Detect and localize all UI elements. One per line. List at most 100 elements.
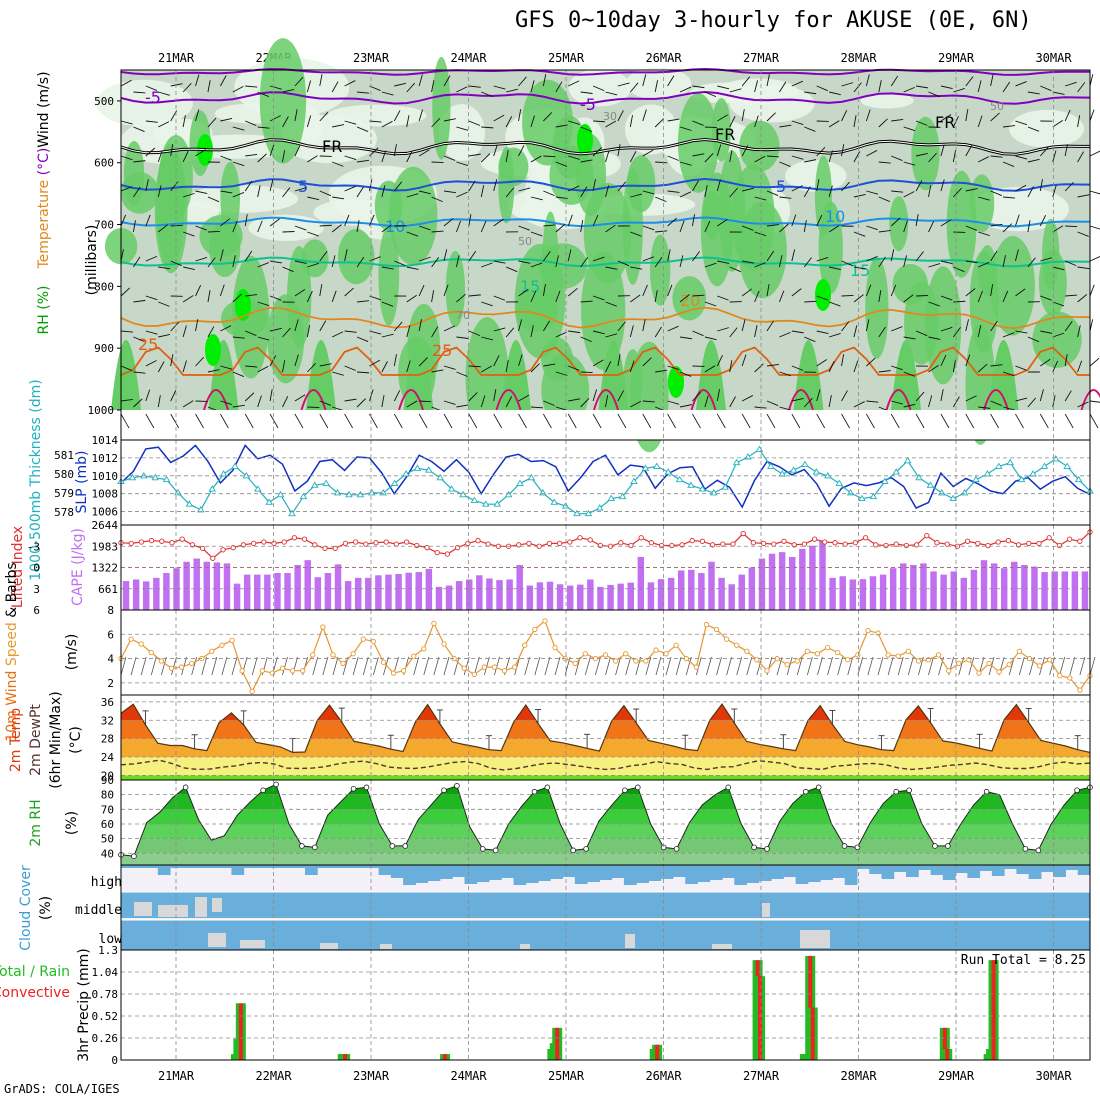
precip-legend-total: Total / Rain bbox=[0, 964, 70, 980]
wind-barb bbox=[592, 147, 602, 157]
wind-barb bbox=[530, 406, 543, 409]
wind-barb bbox=[877, 656, 884, 676]
li-marker bbox=[556, 540, 563, 547]
wind-barb bbox=[282, 327, 291, 338]
thickness-marker bbox=[596, 504, 604, 511]
cape-bar bbox=[698, 573, 705, 610]
wind-barb bbox=[195, 257, 208, 262]
precip-convective-bar bbox=[238, 1003, 243, 1060]
wind-speed-marker bbox=[300, 668, 306, 674]
wind-barb bbox=[443, 118, 456, 122]
cloud-high-bar bbox=[979, 865, 993, 871]
li-marker bbox=[873, 542, 879, 548]
cape-bar bbox=[778, 552, 786, 610]
rh-marker bbox=[479, 846, 486, 852]
wind-barb bbox=[605, 395, 609, 408]
wind-barb bbox=[841, 413, 850, 429]
wind-barb bbox=[1015, 249, 1019, 262]
wind-barb bbox=[667, 217, 677, 227]
wind-barb bbox=[543, 250, 551, 262]
wind-barb bbox=[294, 394, 306, 402]
wind-barb bbox=[257, 262, 269, 268]
wind-barb bbox=[704, 126, 717, 129]
wind-speed-marker bbox=[1067, 675, 1073, 681]
cloud-high-bar bbox=[574, 865, 588, 884]
wind-barb bbox=[207, 196, 220, 203]
wind-barb bbox=[654, 80, 659, 93]
cloud-high-bar bbox=[991, 865, 1005, 876]
wind-barb bbox=[245, 365, 258, 368]
thickness-marker bbox=[322, 479, 330, 486]
wind-barb bbox=[294, 109, 298, 122]
cloud-high-bar bbox=[317, 865, 331, 868]
rh-tick: 90 bbox=[101, 774, 114, 787]
thickness-marker bbox=[1052, 455, 1060, 462]
wind-barb bbox=[903, 86, 915, 93]
wind-barb bbox=[269, 144, 275, 157]
wind-barb bbox=[605, 266, 618, 270]
wind-barb bbox=[307, 231, 319, 237]
wind-barb bbox=[729, 266, 741, 273]
wind-barb bbox=[211, 656, 218, 676]
wind-barb bbox=[456, 126, 469, 131]
axis-label-part: 1000-500mb Thickness (dm) bbox=[28, 379, 44, 580]
cape-bar bbox=[132, 579, 140, 610]
wind-barb bbox=[605, 120, 617, 128]
wind-barb bbox=[505, 327, 515, 338]
wind-barb bbox=[294, 413, 304, 429]
cape-bar bbox=[617, 583, 624, 610]
rh-marker bbox=[402, 843, 409, 849]
wind-barb bbox=[543, 112, 553, 122]
wind-barb bbox=[878, 196, 891, 202]
wind-barb bbox=[642, 319, 646, 332]
wind-barb bbox=[878, 326, 886, 338]
wind-barb bbox=[829, 91, 841, 96]
thickness-marker bbox=[881, 477, 889, 485]
isotherm-30 bbox=[885, 389, 912, 411]
wind-barb bbox=[891, 118, 904, 122]
wind-barb bbox=[319, 224, 332, 227]
wind-barb bbox=[530, 363, 540, 373]
axis-label-part: 2m Temp bbox=[8, 708, 24, 772]
wind-barb bbox=[667, 249, 671, 262]
contour-label: 70 bbox=[456, 309, 470, 322]
li-marker bbox=[1077, 538, 1083, 544]
cloud-high-bar bbox=[157, 865, 171, 875]
wind-barb bbox=[493, 260, 506, 264]
cape-bar bbox=[718, 577, 725, 610]
wind-barb bbox=[635, 656, 642, 676]
wind-barb bbox=[654, 256, 663, 268]
contour-label: 50 bbox=[990, 100, 1004, 113]
isotherm-minus5 bbox=[120, 90, 1091, 105]
wind-barb bbox=[120, 330, 133, 333]
precip-convective-bar bbox=[655, 1044, 660, 1060]
cape-bar bbox=[1081, 571, 1089, 610]
cape-bar bbox=[344, 581, 352, 610]
li-marker bbox=[475, 537, 481, 544]
cape-bar bbox=[143, 581, 150, 610]
contour-label: -5 bbox=[145, 88, 161, 107]
wind-barb bbox=[481, 365, 492, 373]
wind-barb bbox=[754, 155, 766, 163]
cape-bar bbox=[395, 573, 402, 610]
thickness-marker bbox=[824, 472, 832, 479]
cape-bar bbox=[607, 584, 614, 610]
li-marker bbox=[281, 539, 287, 545]
wind-barb bbox=[654, 118, 665, 128]
cloud-middle-gap bbox=[195, 897, 207, 917]
wind-barb bbox=[468, 153, 481, 157]
wind-barb bbox=[1064, 260, 1077, 267]
cloud-high-bar bbox=[170, 865, 183, 868]
wind-barb bbox=[1077, 115, 1081, 128]
wind-barb bbox=[145, 360, 157, 367]
wind-barb bbox=[191, 656, 198, 676]
wind-barb bbox=[443, 656, 450, 676]
li-marker bbox=[516, 542, 522, 548]
axis-label: RH (%) bbox=[36, 286, 52, 335]
cape-bar bbox=[587, 579, 594, 610]
cape-bar bbox=[980, 560, 988, 610]
wind-barb bbox=[592, 256, 605, 262]
wind-barb bbox=[344, 155, 357, 161]
wind-barb bbox=[853, 231, 866, 237]
cloud-high-bar bbox=[1065, 865, 1079, 870]
